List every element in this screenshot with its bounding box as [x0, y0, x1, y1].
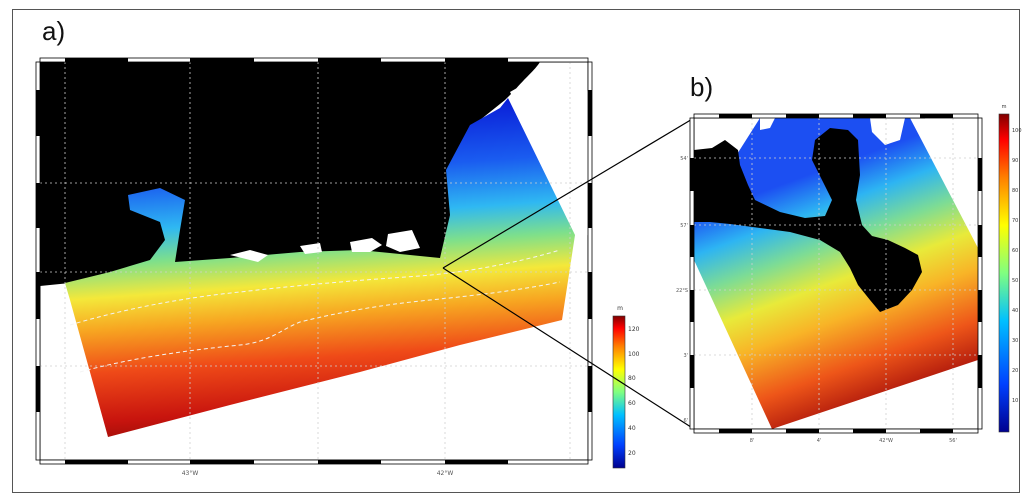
panel-a-border-ticks — [35, 57, 593, 465]
colorbar-tick-label: 80 — [1012, 188, 1018, 194]
colorbar-tick-label: 70 — [1012, 218, 1018, 224]
panel-a-map: 43°W 42°W m 120 100 80 60 40 20 — [35, 57, 640, 477]
panel-a-islands — [230, 230, 420, 262]
panel-a-contour-deep — [79, 281, 561, 373]
colorbar-tick-label: 60 — [1012, 248, 1018, 254]
panel-b-lon-tick: 8' — [750, 438, 755, 444]
colorbar-tick-label: 20 — [1012, 368, 1018, 374]
colorbar-tick-label: 100 — [1012, 128, 1022, 134]
panel-b-lon-tick: 56' — [949, 438, 957, 444]
panel-b-lat-tick: 54' — [680, 156, 688, 162]
panel-b-graticule — [694, 118, 978, 429]
panel-a-bathymetry — [65, 98, 575, 437]
panel-b-lat-tick: 22°S — [676, 288, 688, 294]
colorbar-tick-label: 40 — [628, 425, 636, 432]
panel-a-contour-shallow — [69, 249, 561, 326]
colorbar-tick-label: 80 — [628, 375, 636, 382]
colorbar-tick-label: 100 — [628, 351, 640, 358]
panel-b-lat-tick: 3' — [683, 353, 688, 359]
panel-a-colorbar: m 120 100 80 60 40 20 — [612, 305, 640, 469]
colorbar-tick-label: 20 — [628, 450, 636, 457]
panel-b-colorbar: m 100 90 80 70 60 50 40 30 20 10 — [998, 104, 1022, 433]
colorbar-tick-label: 90 — [1012, 158, 1018, 164]
colorbar-tick-label: 10 — [1012, 398, 1018, 404]
panel-b-land-edge — [760, 118, 978, 248]
panel-a-label: a) — [42, 16, 66, 46]
colorbar-tick-label: 60 — [628, 400, 636, 407]
colorbar-tick-label: 120 — [628, 326, 640, 333]
panel-b-lat-tick: 57' — [680, 223, 688, 229]
panel-b-label: b) — [690, 72, 714, 102]
panel-b-colorbar-unit: m — [1002, 104, 1007, 110]
panel-b-bathymetry — [694, 118, 978, 429]
zoom-connector-lines — [442, 117, 695, 430]
colorbar-tick-label: 40 — [1012, 308, 1018, 314]
panel-b-lon-tick: 42°W — [879, 438, 893, 444]
panel-b-lat-tick: 6' — [683, 418, 688, 424]
panel-b-map: 54' 57' 22°S 3' 6' 8' 4' 42°W 56' m 100 … — [676, 104, 1022, 444]
panel-b-lon-tick: 4' — [817, 438, 822, 444]
colorbar-tick-label: 50 — [1012, 278, 1018, 284]
panel-b-border-ticks — [689, 113, 983, 434]
panel-a-colorbar-unit: m — [617, 305, 623, 312]
panel-a-graticule — [40, 62, 588, 460]
panel-b-land — [694, 128, 922, 312]
panel-a-lon-tick: 42°W — [437, 470, 454, 477]
panel-a-lon-tick: 43°W — [182, 470, 199, 477]
panel-a-land-edge — [510, 70, 588, 236]
colorbar-tick-label: 30 — [1012, 338, 1018, 344]
